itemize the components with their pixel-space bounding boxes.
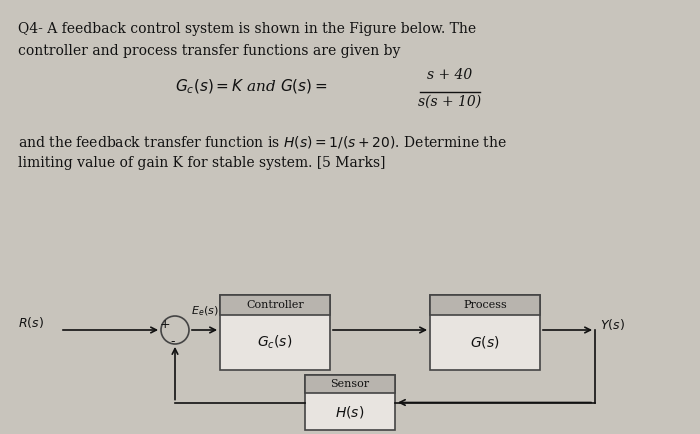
- Text: -: -: [171, 335, 175, 349]
- Bar: [305, 375, 395, 393]
- Text: controller and process transfer functions are given by: controller and process transfer function…: [18, 44, 400, 58]
- Text: s(s + 10): s(s + 10): [419, 95, 482, 109]
- Text: $G_c(s)$: $G_c(s)$: [258, 334, 293, 351]
- Text: $Y(s)$: $Y(s)$: [600, 318, 625, 332]
- Text: $H(s)$: $H(s)$: [335, 404, 365, 420]
- Text: $R(s)$: $R(s)$: [18, 315, 44, 329]
- Text: Controller: Controller: [246, 300, 304, 310]
- Text: +: +: [160, 318, 170, 331]
- Text: $G(s)$: $G(s)$: [470, 335, 500, 351]
- Text: s + 40: s + 40: [428, 68, 472, 82]
- Text: Q4- A feedback control system is shown in the Figure below. The: Q4- A feedback control system is shown i…: [18, 22, 476, 36]
- Bar: [220, 295, 330, 315]
- Text: limiting value of gain K for stable system. [5 Marks]: limiting value of gain K for stable syst…: [18, 156, 386, 170]
- Text: Process: Process: [463, 300, 507, 310]
- Bar: [430, 295, 540, 315]
- Text: $E_e(s)$: $E_e(s)$: [190, 304, 218, 318]
- Bar: [305, 375, 395, 430]
- Text: Sensor: Sensor: [330, 379, 370, 389]
- Bar: [430, 295, 540, 370]
- Text: $G_c(s) = K$ and $G(s) =$: $G_c(s) = K$ and $G(s) =$: [175, 78, 328, 96]
- Bar: [220, 295, 330, 370]
- Text: and the feedback transfer function is $H(s) = 1/(s + 20)$. Determine the: and the feedback transfer function is $H…: [18, 134, 507, 150]
